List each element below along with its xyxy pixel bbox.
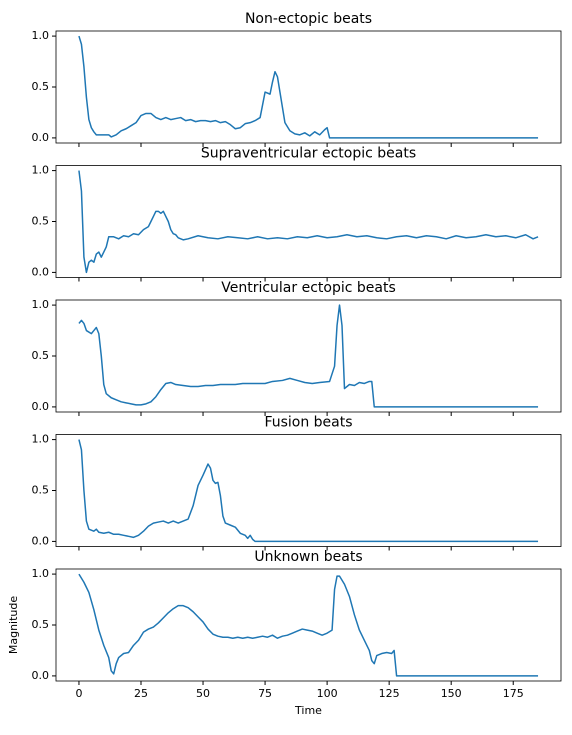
axes-frame (55, 299, 562, 413)
y-tick-label: 0.0 (32, 400, 50, 413)
y-tick-label: 1.0 (32, 298, 50, 311)
x-tick-label: 0 (75, 687, 82, 700)
line-series (78, 170, 539, 274)
y-axis-label: Magnitude (7, 596, 20, 655)
x-tick-label: 175 (503, 687, 524, 700)
y-tick-label: 1.0 (32, 29, 50, 42)
axes-frame (55, 568, 562, 682)
y-tick-label: 0.5 (32, 618, 50, 631)
line-series (78, 439, 539, 543)
axes-frame (55, 165, 562, 278)
y-tick-label: 0.5 (32, 349, 50, 362)
y-tick-label: 0.0 (32, 131, 50, 144)
y-tick-label: 1.0 (32, 433, 50, 446)
line-series (78, 35, 539, 139)
x-tick-label: 100 (317, 687, 338, 700)
y-tick-label: 1.0 (32, 164, 50, 177)
y-tick-label: 0.0 (32, 265, 50, 278)
x-tick-label: 50 (196, 687, 210, 700)
x-tick-label: 125 (379, 687, 400, 700)
axes-frame (55, 434, 562, 547)
subplot-title: Ventricular ectopic beats (221, 280, 396, 296)
line-series (78, 573, 539, 677)
x-tick-label: 25 (134, 687, 148, 700)
y-tick-label: 1.0 (32, 567, 50, 580)
y-tick-label: 0.0 (32, 534, 50, 547)
y-tick-label: 0.5 (32, 80, 50, 93)
x-tick-label: 150 (441, 687, 462, 700)
line-series (78, 304, 539, 408)
y-tick-label: 0.0 (32, 669, 50, 682)
y-tick-label: 0.5 (32, 484, 50, 497)
subplot-title: Supraventricular ectopic beats (201, 146, 416, 162)
x-tick-label: 75 (258, 687, 272, 700)
y-tick-label: 0.5 (32, 215, 50, 228)
subplot-title: Non-ectopic beats (245, 11, 372, 27)
subplot-title: Fusion beats (264, 415, 352, 431)
x-axis-label: Time (294, 704, 322, 717)
axes-frame (55, 30, 562, 144)
subplot-title: Unknown beats (254, 549, 362, 565)
